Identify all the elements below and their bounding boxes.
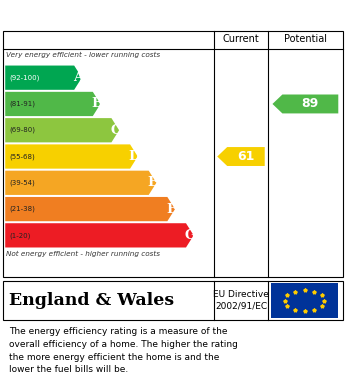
Text: 61: 61 — [237, 150, 255, 163]
Polygon shape — [5, 92, 101, 116]
Bar — [271, 283, 338, 318]
Text: Current: Current — [223, 34, 259, 44]
Text: Potential: Potential — [284, 34, 327, 44]
Text: (69-80): (69-80) — [9, 127, 35, 133]
Polygon shape — [5, 118, 119, 142]
Text: C: C — [110, 124, 120, 137]
Polygon shape — [5, 170, 156, 195]
Text: (81-91): (81-91) — [9, 101, 35, 107]
Text: England & Wales: England & Wales — [9, 292, 174, 308]
Polygon shape — [272, 95, 338, 113]
Text: (21-38): (21-38) — [9, 206, 35, 212]
Text: The energy efficiency rating is a measure of the
overall efficiency of a home. T: The energy efficiency rating is a measur… — [9, 327, 238, 374]
Polygon shape — [217, 147, 265, 166]
Text: 89: 89 — [302, 97, 319, 111]
Polygon shape — [5, 197, 175, 221]
Polygon shape — [5, 144, 138, 169]
Text: B: B — [91, 97, 102, 111]
Text: (92-100): (92-100) — [9, 74, 40, 81]
Polygon shape — [5, 66, 82, 90]
Polygon shape — [5, 223, 193, 248]
Text: D: D — [128, 150, 140, 163]
Text: A: A — [73, 71, 83, 84]
Text: E: E — [148, 176, 158, 189]
Text: EU Directive
2002/91/EC: EU Directive 2002/91/EC — [213, 290, 269, 310]
Text: F: F — [166, 203, 176, 215]
Text: Not energy efficient - higher running costs: Not energy efficient - higher running co… — [6, 251, 160, 257]
Text: (39-54): (39-54) — [9, 179, 35, 186]
Text: (55-68): (55-68) — [9, 153, 35, 160]
Text: Energy Efficiency Rating: Energy Efficiency Rating — [9, 7, 211, 22]
Text: G: G — [184, 229, 196, 242]
Text: Very energy efficient - lower running costs: Very energy efficient - lower running co… — [6, 52, 160, 58]
Text: (1-20): (1-20) — [9, 232, 31, 239]
